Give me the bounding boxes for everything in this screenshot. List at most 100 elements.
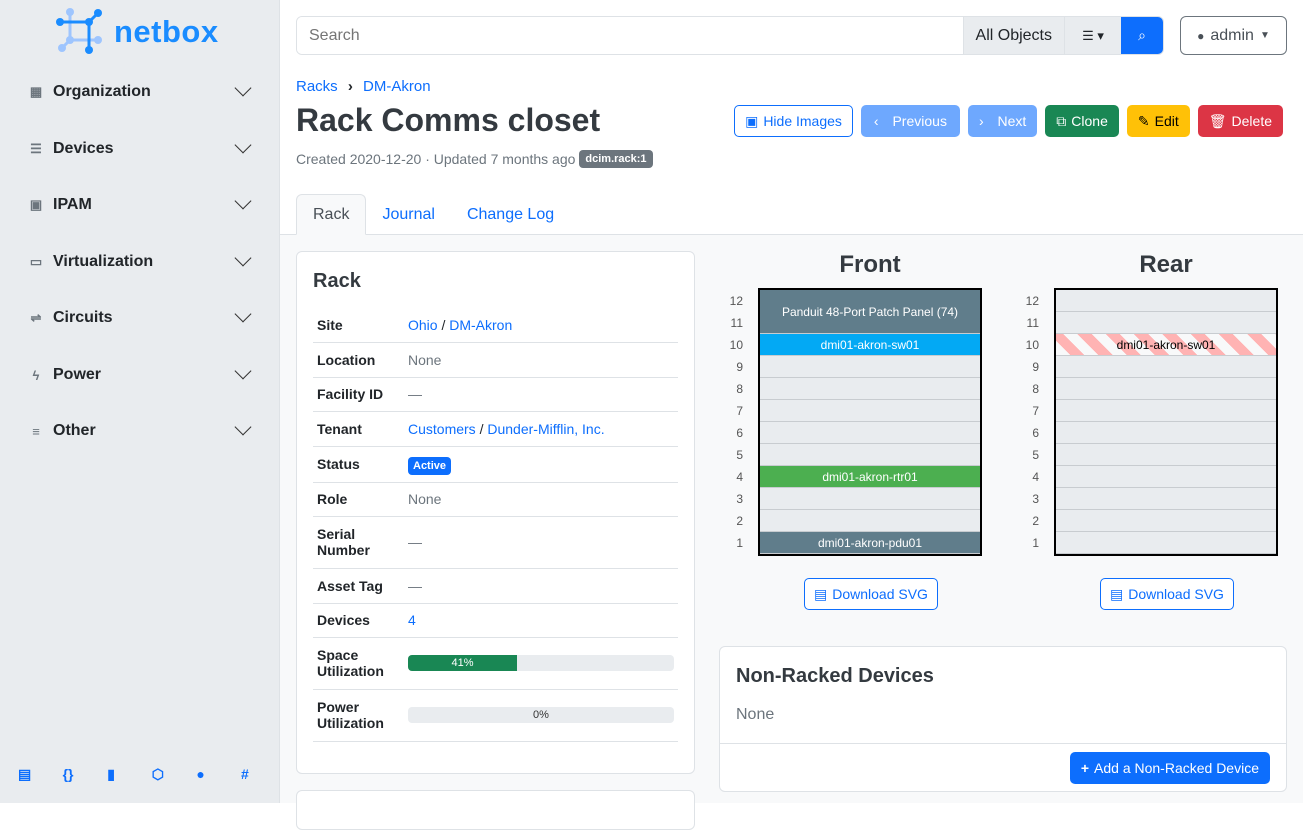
asset-tag-value: — [404,568,678,604]
tab-change-log[interactable]: Change Log [466,205,555,223]
empty-unit-slot[interactable] [1056,290,1276,312]
empty-unit-slot[interactable] [760,356,980,378]
add-non-racked-device-button[interactable]: + Add a Non-Racked Device [1069,752,1270,784]
github-icon[interactable]: ● [196,766,205,782]
site-region-link[interactable]: Ohio [408,316,438,333]
rack-device[interactable]: dmi01-akron-sw01 [760,334,980,356]
empty-unit-slot[interactable] [1056,400,1276,422]
empty-unit-slot[interactable] [1056,378,1276,400]
row-label: Location [313,342,404,378]
rack-device[interactable]: dmi01-akron-sw01 [1056,334,1276,356]
circuit-icon: ⇌ [30,310,42,325]
slack-icon[interactable]: # [240,766,249,782]
row-label: Asset Tag [313,568,404,604]
graphql-icon[interactable]: ⬡ [151,766,165,782]
delete-button[interactable]: 🗑 Delete [1197,105,1283,137]
separator: / [437,316,450,333]
space-utilization-fill: 41% [408,655,518,671]
edit-button[interactable]: ✎ Edit [1126,105,1190,137]
table-row: Devices 4 [313,603,678,638]
empty-unit-slot[interactable] [1056,510,1276,532]
download-front-svg-button[interactable]: ▤ Download SVG [804,578,938,610]
netbox-logo-icon [56,8,102,54]
api-icon[interactable]: {} [62,766,74,782]
empty-unit-slot[interactable] [760,378,980,400]
sidebar-item-ipam[interactable]: ▣ IPAM [0,185,279,225]
rack-device[interactable]: dmi01-akron-rtr01 [760,466,980,488]
chevron-down-icon [234,79,252,97]
sidebar-item-label: Virtualization [53,253,154,270]
filter-dropdown[interactable]: ☰ ▾ [1064,17,1121,54]
empty-unit-slot[interactable] [1056,488,1276,510]
download-rear-svg-button[interactable]: ▤ Download SVG [1100,578,1234,610]
empty-unit-slot[interactable] [1056,466,1276,488]
empty-unit-slot[interactable] [1056,356,1276,378]
location-value: None [404,342,678,378]
empty-unit-slot[interactable] [760,400,980,422]
table-row: Asset Tag — [313,568,678,604]
next-button[interactable]: › Next [967,105,1038,137]
unit-number: 7 [736,404,743,418]
sidebar-item-label: Power [53,366,102,383]
card-title: Non-Racked Devices [736,665,934,687]
sidebar-item-circuits[interactable]: ⇌ Circuits [0,298,279,338]
table-row: Space Utilization 41% [313,637,678,690]
site-link[interactable]: DM-Akron [449,316,513,333]
netbox-logo[interactable]: netbox [56,8,219,56]
label: Delete [1231,113,1272,129]
unit-number: 11 [1026,316,1039,330]
empty-unit-slot[interactable] [1056,312,1276,334]
empty-unit-slot[interactable] [1056,532,1276,554]
tenant-link[interactable]: Dunder-Mifflin, Inc. [487,420,605,437]
docs-icon[interactable]: ▤ [18,766,32,782]
book-icon[interactable]: ▮ [107,766,115,782]
empty-unit-slot[interactable] [760,422,980,444]
empty-unit-slot[interactable] [760,510,980,532]
hide-images-button[interactable]: ▣ Hide Images [734,105,853,137]
status-badge: Active [408,457,452,475]
chevron-down-icon [234,362,252,380]
search-input[interactable] [297,17,963,54]
trash-icon: 🗑 [1208,112,1227,129]
sidebar-item-other[interactable]: ≡ Other [0,411,279,451]
pencil-icon: ✎ [1137,112,1150,129]
image-icon: ▣ [745,112,759,129]
tab-journal[interactable]: Journal [382,205,435,223]
tab-rack[interactable]: Rack [296,194,367,235]
rack-device[interactable]: dmi01-akron-pdu01 [760,532,980,554]
label: Next [997,113,1027,129]
label: Clone [1071,113,1108,129]
power-utilization-label: 0% [533,709,549,721]
empty-unit-slot[interactable] [1056,444,1276,466]
object-type-select[interactable]: All Objects [962,17,1064,54]
breadcrumb-racks[interactable]: Racks [296,78,338,95]
previous-button[interactable]: ‹ Previous [860,105,960,137]
sidebar-item-virtualization[interactable]: ▭ Virtualization [0,242,279,282]
clone-button[interactable]: ⧉ Clone [1045,105,1119,137]
breadcrumb-separator-icon: › [347,78,353,95]
row-label: Facility ID [313,377,404,412]
sidebar-item-devices[interactable]: ☰ Devices [0,129,279,169]
unit-number: 9 [1032,360,1039,374]
devices-count-link[interactable]: 4 [408,612,416,628]
unit-number: 8 [736,382,743,396]
empty-unit-slot[interactable] [1056,422,1276,444]
file-icon: ▤ [814,585,828,602]
search-icon: ⌕ [1138,27,1146,43]
unit-number: 12 [1025,294,1039,308]
sidebar-item-power[interactable]: ϟ Power [0,355,279,395]
empty-unit-slot[interactable] [760,488,980,510]
tenant-group-link[interactable]: Customers [408,420,476,437]
table-row: Power Utilization 0% [313,689,678,742]
sidebar-item-organization[interactable]: ▦ Organization [0,72,279,112]
rack-device[interactable]: Panduit 48-Port Patch Panel (74) [760,290,980,334]
breadcrumb-site[interactable]: DM-Akron [363,78,431,95]
chevron-down-icon [234,305,252,323]
unit-number: 1 [1032,536,1039,550]
search-button[interactable]: ⌕ [1121,17,1163,54]
user-menu[interactable]: ● admin ▼ [1180,16,1287,55]
label: Hide Images [763,113,842,129]
caret-down-icon: ▼ [1259,30,1270,41]
filter-icon: ☰ ▾ [1082,27,1104,43]
empty-unit-slot[interactable] [760,444,980,466]
